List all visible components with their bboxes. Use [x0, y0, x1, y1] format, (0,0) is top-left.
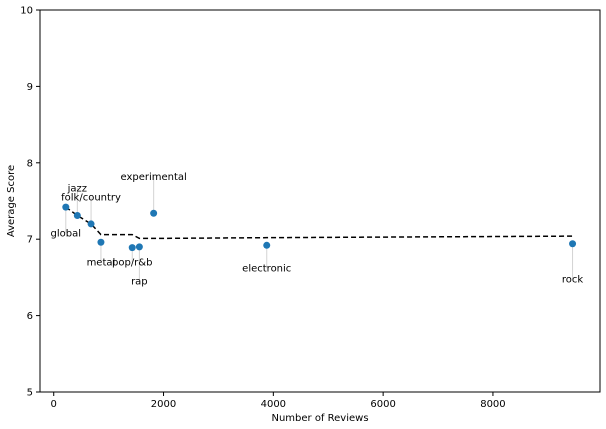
point-label: metal [87, 258, 116, 269]
y-tick-label: 7 [27, 235, 33, 246]
point-label: rock [562, 274, 584, 285]
plot-frame [39, 9, 601, 393]
data-point [263, 241, 271, 249]
y-axis-label: Average Score [6, 165, 17, 237]
trend-line [65, 206, 573, 240]
data-point [87, 220, 95, 228]
point-label: jazz [67, 184, 87, 195]
point-label: experimental [120, 172, 186, 183]
data-point [62, 203, 70, 211]
x-tick-label: 4000 [261, 399, 286, 410]
y-tick-label: 10 [20, 6, 33, 17]
y-tick-label: 9 [27, 82, 33, 93]
data-point [135, 243, 143, 251]
y-tick-label: 8 [27, 158, 33, 169]
x-axis-label: Number of Reviews [271, 413, 368, 424]
point-label: pop/r&b [112, 258, 152, 269]
data-point [569, 240, 577, 248]
x-tick-label: 0 [51, 399, 57, 410]
point-label: rap [131, 277, 148, 288]
x-tick-label: 8000 [480, 399, 505, 410]
data-point [97, 238, 105, 246]
x-axis: 0 2000 4000 6000 8000 [51, 392, 506, 410]
data-point [128, 244, 136, 252]
data-point [150, 209, 158, 217]
data-point [73, 212, 81, 220]
point-label: folk/country [61, 193, 121, 204]
y-axis: 5 6 7 8 9 10 [20, 6, 40, 399]
x-tick-label: 6000 [370, 399, 395, 410]
point-label: electronic [242, 264, 291, 275]
y-tick-label: 6 [27, 311, 33, 322]
y-tick-label: 5 [27, 388, 33, 399]
point-label: global [51, 229, 82, 240]
x-tick-label: 2000 [151, 399, 176, 410]
